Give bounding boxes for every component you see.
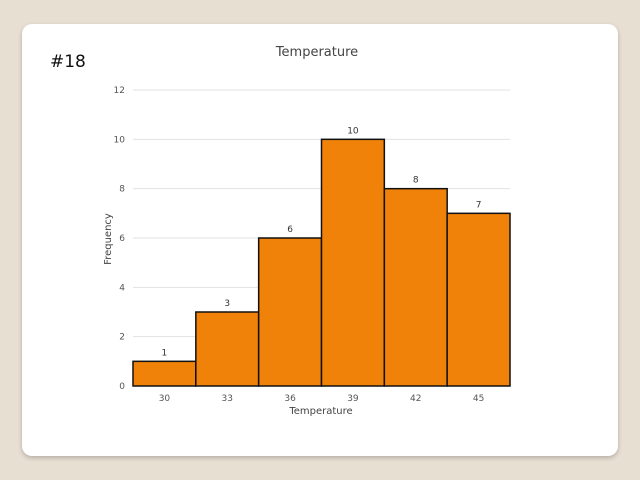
y-tick-label: 6 <box>119 234 125 244</box>
y-tick-label: 0 <box>119 382 125 392</box>
y-tick-label: 8 <box>119 185 125 195</box>
bar-value-label: 10 <box>347 126 359 136</box>
bar <box>257 237 323 387</box>
y-tick-label: 2 <box>119 333 125 343</box>
x-axis-label: Temperature <box>288 406 352 417</box>
x-axis-ticks: 30 33 36 39 42 45 <box>159 394 485 404</box>
y-axis-ticks: 0 2 4 6 8 10 12 <box>114 86 126 392</box>
bar <box>446 212 511 387</box>
y-axis-label: Frequency <box>103 213 114 265</box>
bar-value-label: 1 <box>162 348 168 358</box>
bar-value-label: 7 <box>476 200 482 210</box>
bars <box>132 138 511 387</box>
x-tick-label: 36 <box>284 394 296 404</box>
bar <box>383 187 448 387</box>
bar-value-label: 6 <box>287 225 293 235</box>
x-tick-label: 42 <box>410 394 421 404</box>
bar <box>195 311 260 387</box>
y-tick-label: 4 <box>119 283 125 293</box>
x-tick-label: 33 <box>222 394 233 404</box>
y-tick-label: 10 <box>114 135 126 145</box>
chart-title: Temperature <box>275 45 358 60</box>
slide-number: #18 <box>50 52 86 72</box>
data-labels: 1 3 6 10 8 7 <box>162 126 482 358</box>
bar <box>132 360 197 387</box>
bar-value-label: 3 <box>224 299 230 309</box>
y-tick-label: 12 <box>114 86 125 96</box>
bar-value-label: 8 <box>413 176 419 186</box>
x-tick-label: 45 <box>473 394 484 404</box>
slide-card: #18 1 3 6 10 8 7 0 2 4 6 8 10 12 30 33 36 39 42 45 Tempe… <box>22 24 618 456</box>
x-tick-label: 30 <box>159 394 171 404</box>
x-tick-label: 39 <box>347 394 359 404</box>
bar <box>320 138 386 387</box>
